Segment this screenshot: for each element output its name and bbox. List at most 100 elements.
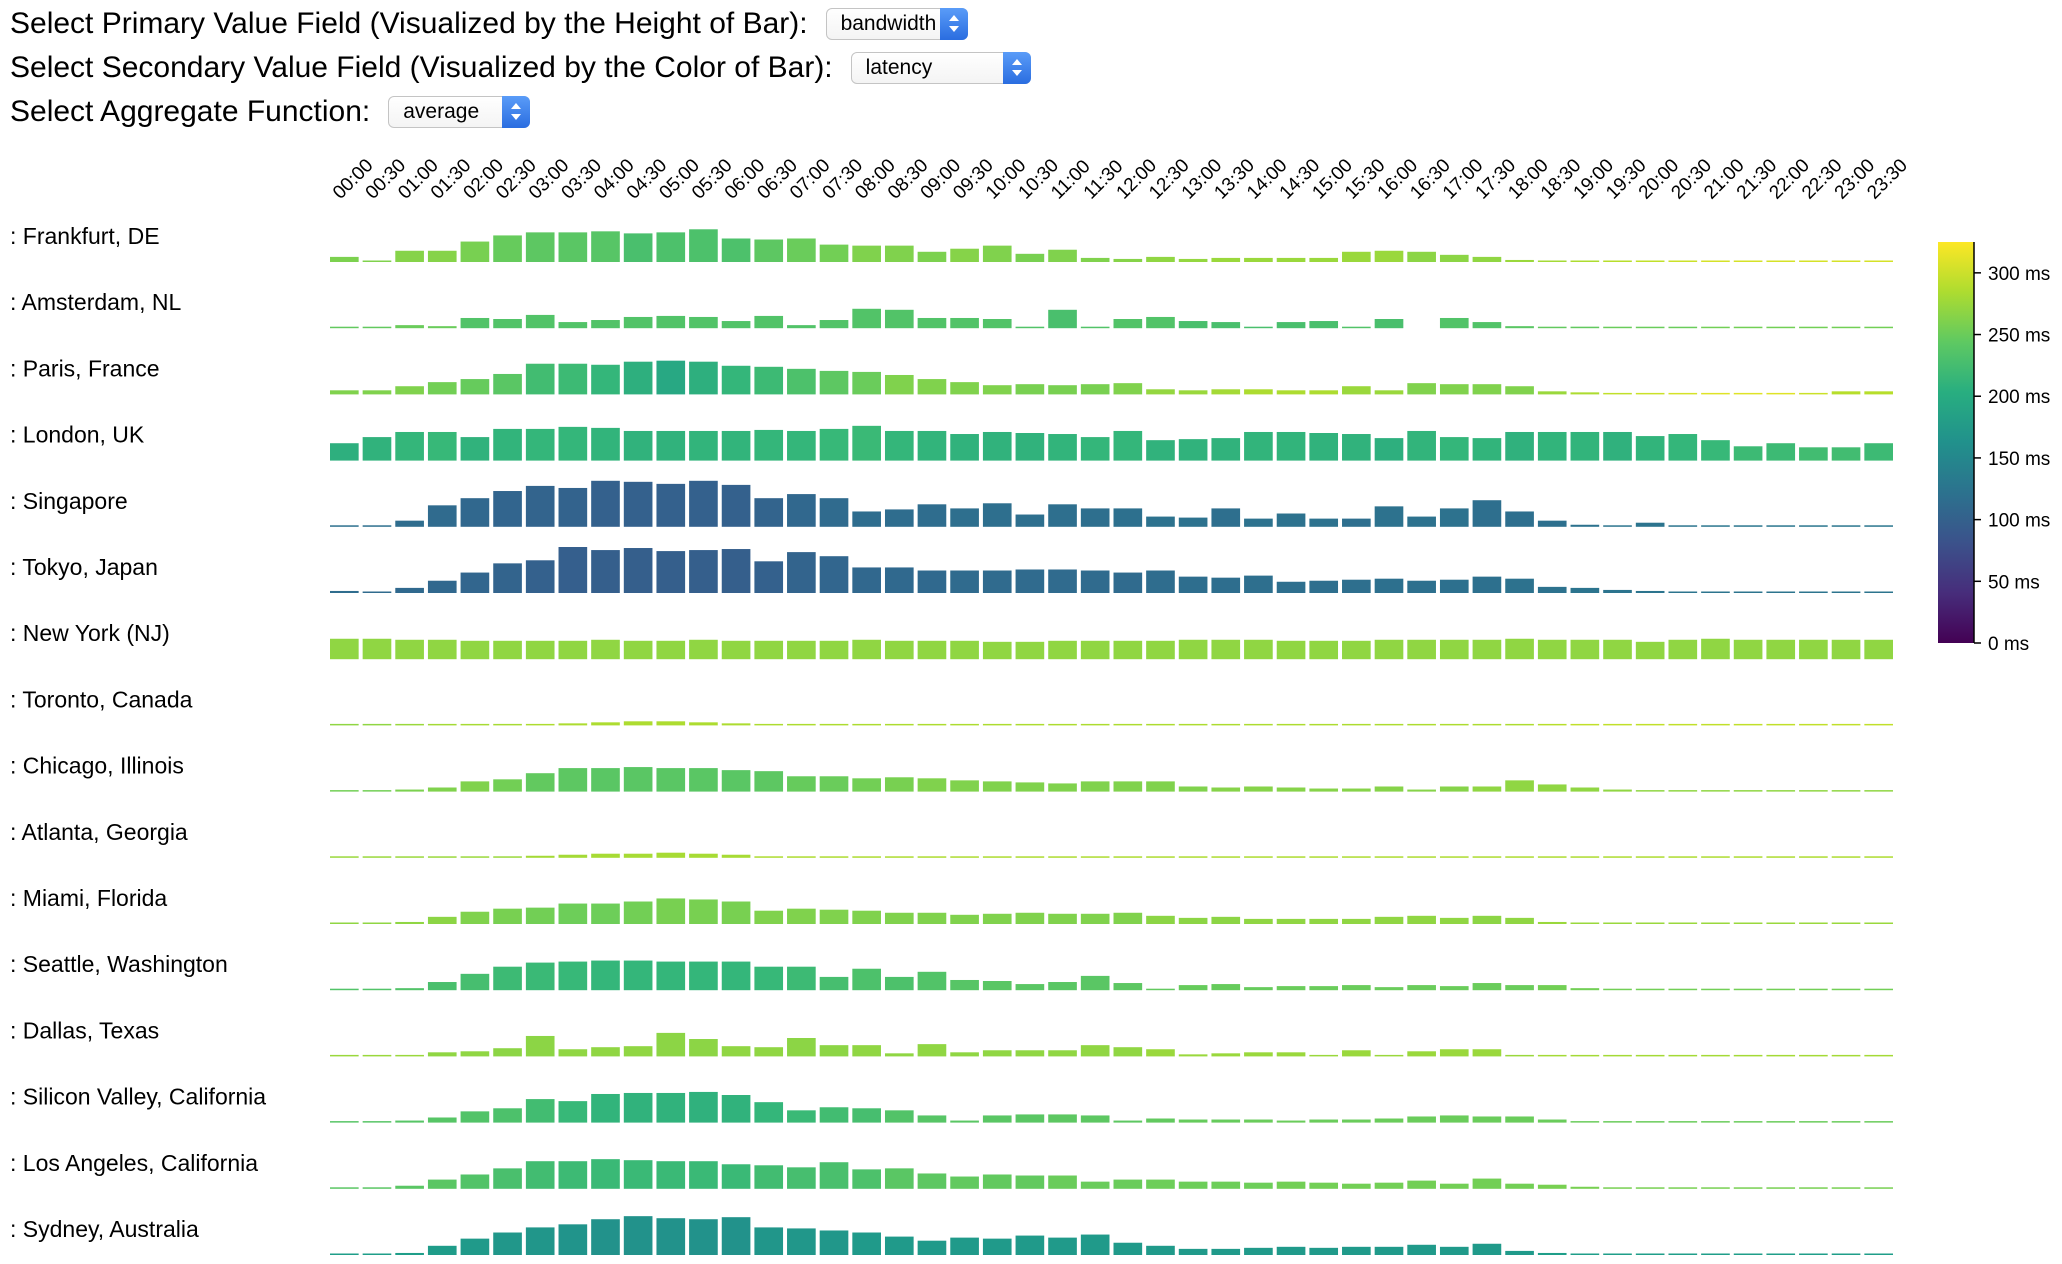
bar[interactable] [493,319,522,329]
bar[interactable] [1407,856,1436,858]
bar[interactable] [1080,384,1110,395]
bar[interactable] [852,856,881,858]
bar[interactable] [1570,723,1600,726]
bar[interactable] [1733,525,1763,527]
bar[interactable] [362,856,392,858]
bar[interactable] [982,1238,1012,1255]
bar[interactable] [493,235,522,262]
bar[interactable] [558,903,588,924]
bar[interactable] [754,1102,784,1123]
bar[interactable] [884,777,914,792]
bar[interactable] [982,1050,1012,1057]
bar[interactable] [1113,983,1143,991]
bar[interactable] [1309,433,1339,461]
bar[interactable] [1146,1049,1175,1057]
bar[interactable] [1701,591,1730,594]
bar[interactable] [1799,1054,1828,1057]
bar[interactable] [1505,259,1534,262]
bar[interactable] [1080,1045,1110,1057]
bar[interactable] [1733,790,1763,792]
bar[interactable] [1439,1049,1469,1057]
bar[interactable] [1080,913,1110,924]
bar[interactable] [1048,504,1077,527]
bar[interactable] [1309,1119,1339,1123]
bar[interactable] [1407,251,1436,262]
bar[interactable] [395,1252,424,1255]
bar[interactable] [1635,641,1665,660]
bar[interactable] [656,232,686,262]
bar[interactable] [1342,251,1371,262]
bar[interactable] [1472,723,1502,726]
bar[interactable] [852,1108,881,1123]
bar[interactable] [1472,256,1502,262]
bar[interactable] [1831,447,1861,461]
bar[interactable] [1407,1116,1436,1123]
bar[interactable] [1505,511,1534,527]
bar[interactable] [493,640,522,660]
bar[interactable] [1342,386,1371,395]
bar[interactable] [493,1232,522,1255]
bar[interactable] [656,898,686,924]
bar[interactable] [1668,1253,1698,1256]
bar[interactable] [1113,1047,1143,1057]
bar[interactable] [460,498,490,527]
bar[interactable] [689,722,718,726]
bar[interactable] [1374,1182,1404,1189]
bar[interactable] [1570,1186,1600,1189]
bar[interactable] [1701,260,1730,263]
bar[interactable] [591,231,620,262]
bar[interactable] [1701,1121,1730,1123]
bar[interactable] [1733,1187,1763,1189]
bar[interactable] [689,550,718,593]
bar[interactable] [427,916,457,924]
bar[interactable] [1080,1181,1110,1189]
bar[interactable] [1733,639,1763,660]
bar[interactable] [460,317,490,329]
bar[interactable] [1113,912,1143,924]
bar[interactable] [982,1174,1012,1189]
bar[interactable] [1407,639,1436,660]
bar[interactable] [721,484,751,527]
bar[interactable] [558,1161,588,1189]
bar[interactable] [493,966,522,991]
bar[interactable] [950,248,979,262]
bar[interactable] [1439,437,1469,461]
bar[interactable] [754,910,784,924]
bar[interactable] [1342,326,1371,329]
bar[interactable] [1113,640,1143,660]
bar[interactable] [1439,917,1469,924]
bar[interactable] [1864,988,1893,991]
bar[interactable] [493,779,522,792]
bar[interactable] [1472,438,1502,461]
bar[interactable] [1342,1183,1371,1189]
bar[interactable] [1342,434,1371,461]
bar[interactable] [1178,390,1208,395]
bar[interactable] [917,570,947,593]
bar[interactable] [623,481,653,527]
bar[interactable] [1733,326,1763,329]
bar[interactable] [819,1162,849,1189]
bar[interactable] [1276,986,1306,991]
bar[interactable] [362,790,392,792]
bar[interactable] [330,443,359,461]
bar[interactable] [493,373,522,395]
bar[interactable] [1374,987,1404,991]
bar[interactable] [1831,856,1861,858]
bar[interactable] [1570,787,1600,792]
bar[interactable] [1146,570,1175,593]
bar[interactable] [591,1159,620,1189]
bar[interactable] [1080,640,1110,660]
bar[interactable] [1733,723,1763,726]
bar[interactable] [656,1161,686,1189]
bar[interactable] [852,910,881,924]
bar[interactable] [362,326,392,329]
aggregate-select[interactable]: average [388,96,531,128]
bar[interactable] [1015,782,1045,792]
bar[interactable] [787,966,816,991]
bar[interactable] [656,1032,686,1057]
bar[interactable] [884,245,914,262]
bar[interactable] [525,485,555,527]
bar[interactable] [427,580,457,593]
bar[interactable] [1244,326,1273,329]
bar[interactable] [787,238,816,262]
